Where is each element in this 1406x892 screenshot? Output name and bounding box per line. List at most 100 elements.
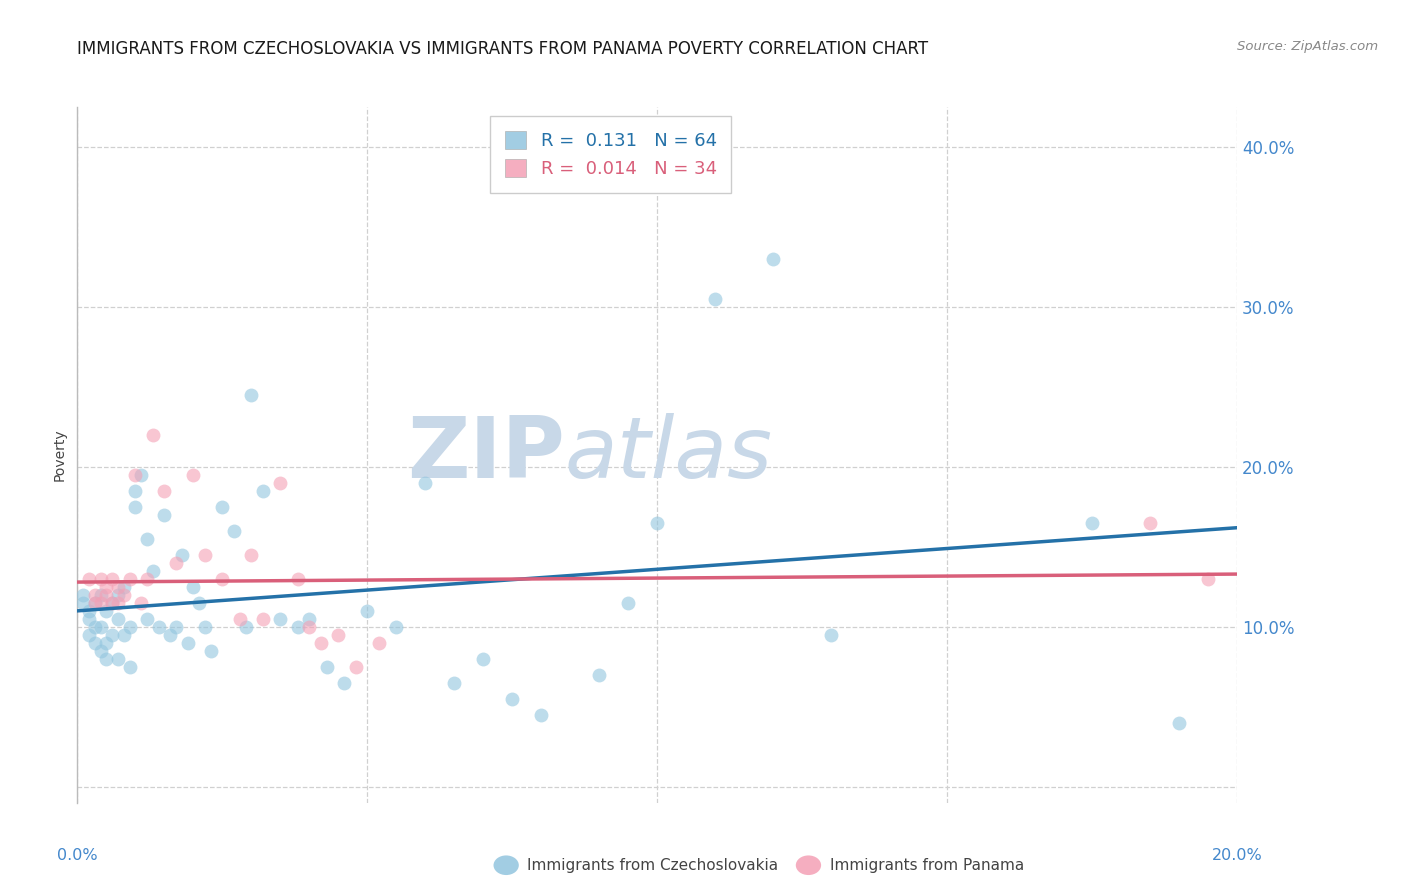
Point xyxy=(101,628,124,642)
Point xyxy=(136,572,159,586)
Point xyxy=(96,580,118,594)
Point xyxy=(136,612,159,626)
Point xyxy=(83,596,105,610)
Point xyxy=(118,572,141,586)
Point xyxy=(530,707,553,722)
Point xyxy=(129,467,152,482)
Point xyxy=(200,644,222,658)
Point xyxy=(72,596,94,610)
Point xyxy=(647,516,669,530)
Point xyxy=(129,596,152,610)
Point xyxy=(298,620,321,634)
Y-axis label: Poverty: Poverty xyxy=(52,429,66,481)
Point xyxy=(269,475,291,490)
Text: 0.0%: 0.0% xyxy=(58,847,97,863)
Point xyxy=(194,620,217,634)
Legend: R =  0.131   N = 64, R =  0.014   N = 34: R = 0.131 N = 64, R = 0.014 N = 34 xyxy=(491,116,731,193)
Point xyxy=(83,596,105,610)
Point xyxy=(77,628,100,642)
Point xyxy=(112,580,135,594)
Point xyxy=(443,676,465,690)
Point xyxy=(762,252,785,266)
Text: Source: ZipAtlas.com: Source: ZipAtlas.com xyxy=(1237,40,1378,54)
Text: ZIP: ZIP xyxy=(406,413,565,497)
Point xyxy=(328,628,350,642)
Point xyxy=(183,467,205,482)
Point xyxy=(170,548,193,562)
Point xyxy=(107,612,129,626)
Point xyxy=(413,475,436,490)
Point xyxy=(165,620,187,634)
Point xyxy=(124,500,146,514)
Point xyxy=(96,588,118,602)
Point xyxy=(211,572,233,586)
Point xyxy=(235,620,257,634)
Point xyxy=(501,691,523,706)
Point xyxy=(101,596,124,610)
Point xyxy=(83,636,105,650)
Point xyxy=(211,500,233,514)
Point xyxy=(287,620,309,634)
Point xyxy=(617,596,640,610)
Point xyxy=(107,652,129,666)
Point xyxy=(344,660,367,674)
Point xyxy=(183,580,205,594)
Point xyxy=(159,628,181,642)
Point xyxy=(96,604,118,618)
Point xyxy=(820,628,842,642)
Point xyxy=(101,572,124,586)
Point xyxy=(107,588,129,602)
Text: atlas: atlas xyxy=(565,413,772,497)
Point xyxy=(101,596,124,610)
Point xyxy=(107,580,129,594)
Point xyxy=(90,588,111,602)
Point xyxy=(142,428,165,442)
Point xyxy=(188,596,211,610)
Point xyxy=(124,467,146,482)
Point xyxy=(96,636,118,650)
Point xyxy=(124,483,146,498)
Point xyxy=(252,612,274,626)
Point xyxy=(77,572,100,586)
Point xyxy=(96,652,118,666)
Point xyxy=(1081,516,1104,530)
Point xyxy=(1197,572,1219,586)
Point xyxy=(136,532,159,546)
Text: Immigrants from Panama: Immigrants from Panama xyxy=(830,858,1024,872)
Point xyxy=(77,612,100,626)
Point xyxy=(385,620,408,634)
Point xyxy=(356,604,378,618)
Point xyxy=(118,620,141,634)
Point xyxy=(83,588,105,602)
Point xyxy=(368,636,391,650)
Point xyxy=(90,644,111,658)
Point xyxy=(112,628,135,642)
Point xyxy=(1168,715,1191,730)
Point xyxy=(315,660,337,674)
Point xyxy=(112,588,135,602)
Text: Immigrants from Czechoslovakia: Immigrants from Czechoslovakia xyxy=(527,858,779,872)
Point xyxy=(1139,516,1161,530)
Point xyxy=(83,620,105,634)
Point xyxy=(240,548,263,562)
Point xyxy=(287,572,309,586)
Point xyxy=(90,620,111,634)
Point xyxy=(472,652,495,666)
Point xyxy=(176,636,198,650)
Point xyxy=(153,483,176,498)
Point xyxy=(269,612,291,626)
Point xyxy=(90,572,111,586)
Point xyxy=(704,292,727,306)
Point xyxy=(228,612,252,626)
Point xyxy=(142,564,165,578)
Point xyxy=(153,508,176,522)
Point xyxy=(148,620,170,634)
Point xyxy=(194,548,217,562)
Point xyxy=(222,524,245,538)
Point xyxy=(77,604,100,618)
Point xyxy=(309,636,332,650)
Text: 20.0%: 20.0% xyxy=(1212,847,1263,863)
Point xyxy=(588,668,610,682)
Point xyxy=(333,676,356,690)
Point xyxy=(118,660,141,674)
